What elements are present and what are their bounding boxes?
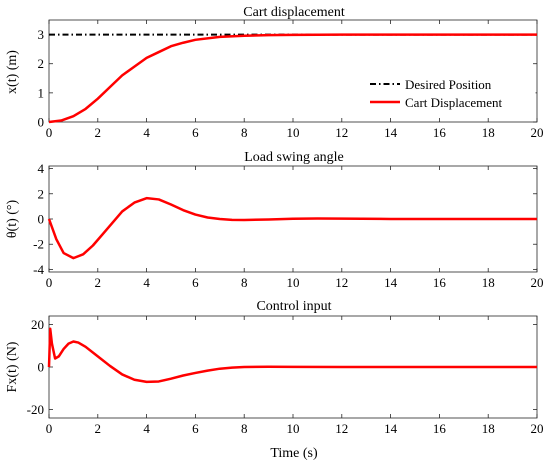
x-tick-label: 0	[46, 421, 53, 436]
x-tick-label: 14	[384, 125, 398, 140]
x-tick-label: 18	[482, 421, 495, 436]
x-tick-label: 18	[482, 125, 495, 140]
x-tick-label: 16	[433, 125, 447, 140]
plot3-title: Control input	[256, 299, 331, 314]
x-tick-label: 16	[433, 275, 447, 290]
response-line	[47, 196, 537, 260]
legend: Desired Position Cart Displacement	[363, 71, 536, 117]
x-tick-label: 8	[241, 421, 248, 436]
x-tick-label: 18	[482, 275, 495, 290]
plot1-title: Cart displacement	[243, 5, 345, 20]
x-tick-label: 0	[46, 275, 53, 290]
x-tick-label: 16	[433, 421, 447, 436]
x-tick-label: 4	[143, 275, 150, 290]
y-tick-label: 2	[38, 56, 45, 71]
y-tick-label: 2	[38, 186, 45, 201]
x-tick-label: 2	[95, 275, 102, 290]
y-tick-label: 0	[38, 115, 45, 130]
x-tick-label: 2	[95, 421, 102, 436]
x-tick-label: 20	[531, 125, 544, 140]
x-tick-label: 2	[95, 125, 102, 140]
y-tick-label: 4	[38, 161, 45, 176]
x-tick-label: 14	[384, 275, 398, 290]
plot2-title: Load swing angle	[244, 150, 344, 165]
x-tick-label: 8	[241, 275, 248, 290]
plot1-ylabel: x(t) (m)	[5, 50, 20, 94]
x-tick-label: 6	[192, 275, 199, 290]
y-tick-label: 1	[38, 85, 45, 100]
x-tick-label: 8	[241, 125, 248, 140]
x-tick-label: 10	[287, 275, 300, 290]
x-tick-label: 10	[287, 421, 300, 436]
plot2-ylabel: θ(t) (°)	[5, 199, 20, 238]
y-tick-label: 0	[38, 212, 45, 227]
y-tick-label: -2	[33, 237, 44, 252]
load-swing-angle-plot: 0 2 4 6 8 10 12 14 16 18 20 -4 -2 0 2 4	[33, 161, 543, 290]
x-tick-label: 6	[192, 421, 199, 436]
x-tick-label: 12	[335, 125, 348, 140]
y-tick-label: -20	[27, 402, 44, 417]
x-tick-label: 4	[143, 125, 150, 140]
response-line	[47, 327, 537, 384]
x-tick-label: 12	[335, 275, 348, 290]
x-tick-label: 12	[335, 421, 348, 436]
legend-cart-label: Cart Displacement	[405, 95, 502, 110]
y-tick-label: -4	[33, 262, 44, 277]
x-tick-label: 4	[143, 421, 150, 436]
x-tick-label: 6	[192, 125, 199, 140]
x-axis-label: Time (s)	[270, 446, 318, 461]
legend-desired-label: Desired Position	[405, 77, 492, 92]
cart-displacement-line	[48, 33, 537, 124]
x-tick-label: 20	[531, 275, 544, 290]
legend-box	[363, 71, 536, 117]
y-tick-label: 3	[38, 27, 45, 42]
y-tick-label: 0	[38, 360, 45, 375]
x-tick-label: 0	[46, 125, 53, 140]
x-tick-label: 20	[531, 421, 544, 436]
plot3-ylabel: Fx(t) (N)	[5, 341, 20, 392]
x-tick-label: 14	[384, 421, 398, 436]
y-tick-label: 20	[31, 317, 44, 332]
x-tick-label: 10	[287, 125, 300, 140]
